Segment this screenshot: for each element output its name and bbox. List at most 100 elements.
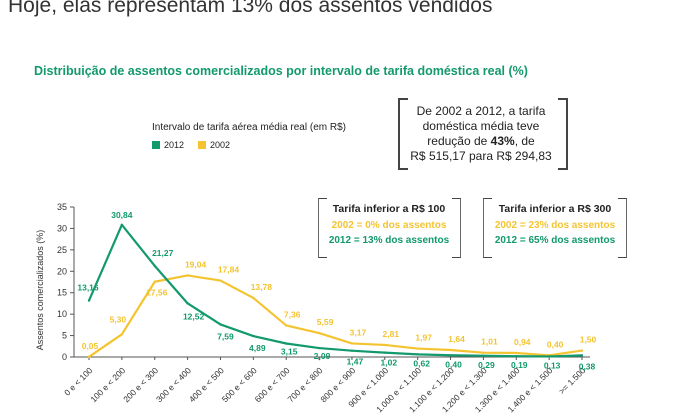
data-point-2012	[153, 264, 156, 268]
data-label-2012: 0,19	[511, 360, 528, 370]
data-point-2012	[515, 354, 518, 358]
data-label-2012: 4,89	[249, 343, 266, 353]
data-label-2012: 12,52	[183, 311, 205, 321]
y-tick-label: 15	[57, 288, 67, 298]
data-point-2002	[580, 349, 584, 352]
data-label-2012: 0,62	[413, 358, 430, 368]
series-line-2012	[87, 223, 583, 358]
y-tick-label: 25	[57, 245, 67, 255]
y-tick-label: 5	[62, 331, 67, 341]
box2-title: Tarifa inferior a R$ 300	[498, 203, 612, 215]
data-point-2012	[285, 342, 288, 345]
data-point-2002	[317, 331, 321, 335]
callout-main-line4: R$ 515,17 para R$ 294,83	[410, 149, 552, 163]
data-label-2012: 2,09	[314, 351, 331, 361]
series-line-2002	[88, 274, 583, 358]
data-label-2002: 2,81	[383, 329, 400, 339]
data-point-2002	[186, 274, 189, 277]
box2-line-2012: 2012 = 65% dos assentos	[494, 235, 616, 246]
data-label-2002: 0,94	[514, 337, 531, 347]
legend: 2012 2002	[152, 140, 230, 150]
data-label-2002: 1,64	[448, 334, 465, 344]
y-tick-label: 35	[57, 202, 67, 212]
data-label-2002: 19,04	[185, 259, 207, 269]
data-label-2002: 0,40	[547, 339, 564, 349]
data-point-2002	[482, 351, 485, 354]
data-label-2012: 0,38	[579, 361, 596, 371]
data-point-2012	[449, 354, 452, 357]
data-label-2002: 17,84	[218, 265, 240, 275]
headline: Hoje, elas representam 13% dos assentos …	[8, 0, 493, 17]
data-point-2012	[317, 346, 321, 350]
data-point-2012	[547, 355, 551, 358]
y-tick-label: 20	[57, 266, 67, 276]
chart-labels: 13,16 30,84 21,27 12,52 7,59 4,89 3,15 2,09 1,47…	[77, 210, 596, 372]
data-point-2002	[515, 351, 518, 355]
data-label-2002: 5,59	[317, 317, 334, 327]
callout-bracket-left	[398, 98, 408, 170]
legend-title: Intervalo de tarifa aérea média real (em…	[152, 122, 346, 133]
legend-item-2002: 2002	[198, 140, 230, 150]
y-axis-label: Assentos comercializados (%)	[35, 230, 45, 351]
data-point-2002	[383, 343, 386, 347]
box1-line-2002: 2002 = 0% dos assentos	[331, 220, 447, 231]
data-point-2012	[350, 349, 354, 352]
data-point-2012	[87, 299, 91, 302]
callout-main-line2: doméstica média teve	[422, 119, 540, 133]
x-tick-label: 0 e < 100	[62, 365, 94, 397]
data-point-2012	[219, 323, 222, 326]
callout-bracket-right	[558, 98, 568, 170]
data-label-2002: 5,30	[110, 314, 127, 324]
data-point-2002	[416, 347, 419, 350]
data-label-2012: 0,29	[478, 360, 495, 370]
callout-main-line3: redução de 43%, de	[427, 134, 535, 148]
data-point-2002	[87, 355, 91, 358]
box2-bracket-left	[483, 198, 492, 258]
data-label-2002: 1,50	[580, 335, 597, 345]
callout-main-line1: De 2002 a 2012, a tarifa	[416, 104, 546, 118]
data-label-2012: 0,40	[445, 359, 462, 369]
data-point-2002	[350, 342, 354, 345]
legend-swatch-2012	[152, 141, 160, 149]
data-label-2012: 30,84	[111, 210, 133, 220]
data-label-2012: 1,02	[381, 358, 398, 368]
data-point-2012	[120, 223, 124, 227]
callout-box-100: Tarifa inferior a R$ 100 2002 = 0% dos a…	[322, 203, 456, 248]
callout-main: De 2002 a 2012, a tarifa doméstica média…	[406, 104, 556, 164]
data-point-2012	[186, 302, 189, 305]
data-point-2012	[580, 354, 584, 357]
data-point-2002	[252, 296, 255, 300]
box1-title: Tarifa inferior a R$ 100	[332, 203, 446, 215]
data-label-2002: 17,56	[146, 288, 168, 298]
legend-label-2002: 2002	[210, 140, 231, 150]
data-label-2002: 0,05	[82, 341, 99, 351]
box1-line-2012: 2012 = 13% dos assentos	[328, 235, 450, 246]
data-point-2002	[449, 348, 452, 352]
box1-bracket-right	[452, 198, 461, 258]
data-point-2012	[482, 354, 485, 357]
data-label-2012: 0,13	[544, 360, 561, 370]
data-point-2002	[219, 279, 222, 282]
data-label-2012: 1,47	[347, 357, 364, 367]
data-label-2012: 7,59	[217, 331, 234, 341]
box2-bracket-right	[618, 198, 627, 258]
box1-bracket-left	[318, 198, 327, 258]
data-point-2002	[285, 324, 288, 327]
data-point-2012	[416, 353, 419, 356]
chart-marks	[87, 223, 584, 358]
legend-label-2012: 2012	[164, 140, 185, 150]
data-point-2002	[153, 280, 156, 283]
y-tick-label: 30	[57, 223, 67, 233]
legend-item-2012: 2012	[152, 140, 184, 150]
data-point-2002	[120, 333, 124, 336]
callout-box-300: Tarifa inferior a R$ 300 2002 = 23% dos …	[487, 203, 623, 248]
data-label-2012: 3,15	[281, 347, 298, 357]
data-label-2012: 21,27	[152, 248, 174, 258]
data-label-2002: 13,78	[251, 282, 273, 292]
data-label-2002: 1,97	[415, 333, 432, 343]
data-label-2012: 13,16	[77, 283, 99, 293]
data-label-2002: 7,36	[284, 309, 301, 319]
chart-title: Distribuição de assentos comercializados…	[34, 64, 528, 78]
data-label-2002: 3,17	[350, 327, 367, 337]
